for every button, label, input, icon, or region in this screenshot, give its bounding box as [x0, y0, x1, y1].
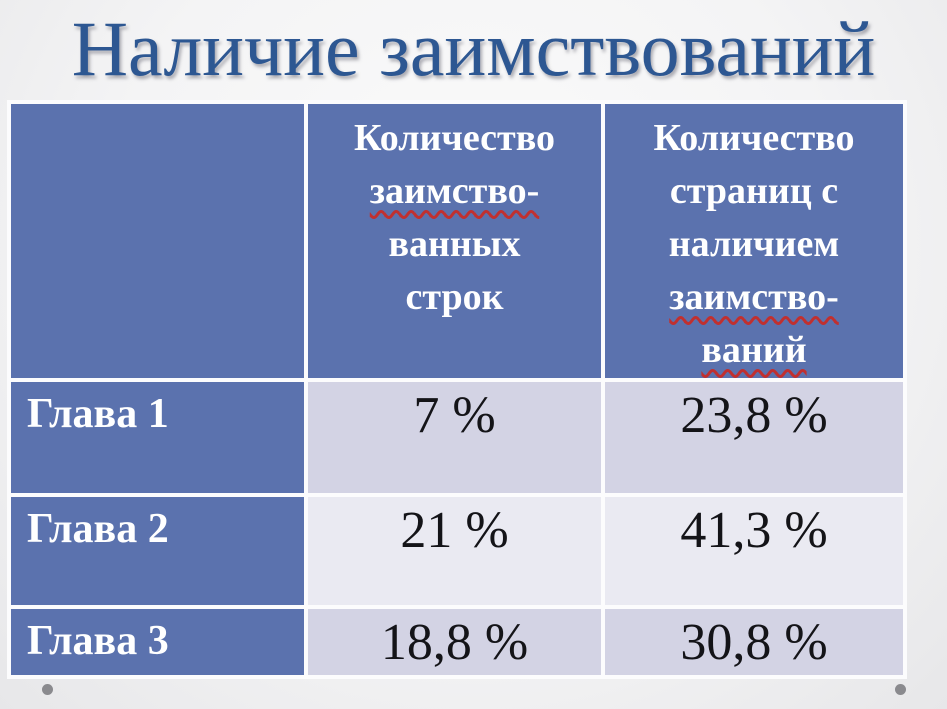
pages-with-borrowings-value: 41,3 %	[605, 497, 903, 605]
slide-title: Наличие заимствований	[71, 5, 876, 92]
table-row: Глава 2 21 % 41,3 %	[11, 497, 903, 605]
pages-with-borrowings-value: 23,8 %	[605, 382, 903, 493]
borrowed-lines-value: 21 %	[308, 497, 601, 605]
header-line: ванных	[388, 223, 521, 265]
header-pages-cell: Количество страниц с наличием заимство- …	[605, 104, 903, 378]
decorative-dot-right	[895, 684, 906, 695]
pages-with-borrowings-value: 30,8 %	[605, 609, 903, 675]
header-line: Количество	[653, 117, 855, 159]
header-line: ваний	[606, 324, 902, 377]
table-row: Глава 3 18,8 % 30,8 %	[11, 609, 903, 675]
table-row: Глава 1 7 % 23,8 %	[11, 382, 903, 493]
misspelled-word: заимство-	[669, 276, 839, 318]
row-label: Глава 3	[11, 609, 304, 675]
borrowed-lines-value: 7 %	[308, 382, 601, 493]
borrowed-lines-value: 18,8 %	[308, 609, 601, 675]
header-line: наличием	[668, 223, 840, 265]
misspelled-word: ваний	[701, 329, 807, 371]
row-label: Глава 1	[11, 382, 304, 493]
header-borrowed-cell: Количество заимство- ванных строк	[308, 104, 601, 378]
header-line: страниц с	[669, 170, 839, 212]
misspelled-word: заимство-	[369, 170, 540, 212]
header-line: строк	[405, 276, 504, 318]
row-label: Глава 2	[11, 497, 304, 605]
header-line: Количество	[354, 117, 555, 159]
decorative-dot-left	[42, 684, 53, 695]
header-line: заимство-	[606, 271, 902, 324]
borrowings-table: Количество заимство- ванных строк Количе…	[7, 100, 907, 679]
header-line: заимство-	[309, 165, 600, 218]
header-corner-cell	[11, 104, 304, 378]
table-header-row: Количество заимство- ванных строк Количе…	[11, 104, 903, 378]
